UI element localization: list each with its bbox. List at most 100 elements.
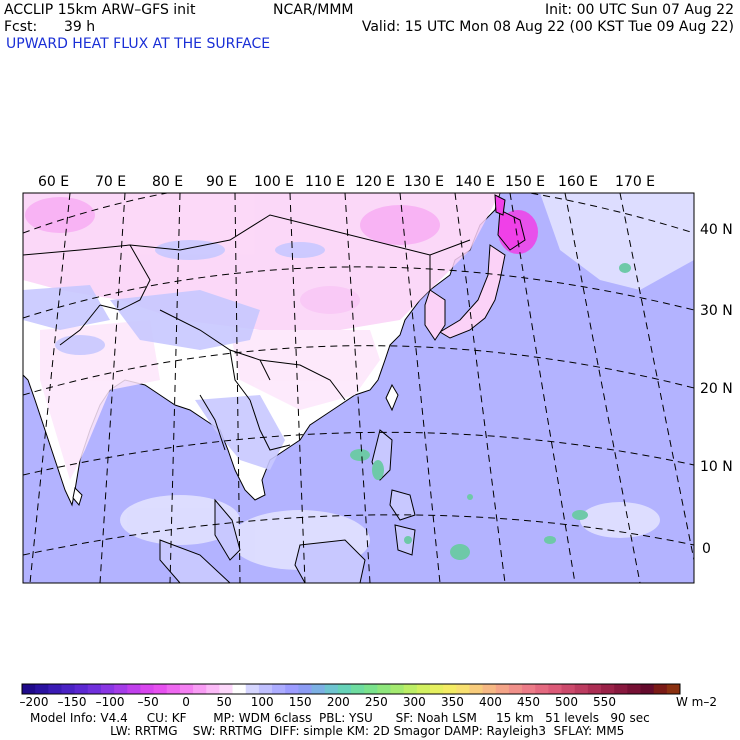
colorbar-swatch xyxy=(219,684,234,694)
valid-time: Valid: 15 UTC Mon 08 Aug 22 (00 KST Tue … xyxy=(361,19,734,35)
colorbar-swatch xyxy=(61,684,76,694)
colorbar-swatch xyxy=(614,684,628,694)
colorbar-tick-label: 500 xyxy=(555,695,578,709)
colorbar-swatch xyxy=(627,684,642,694)
colorbar-frame xyxy=(21,683,681,695)
land-malay xyxy=(214,498,241,561)
colorbar-swatch xyxy=(193,684,207,694)
colorbar-swatch xyxy=(166,684,181,694)
colorbar-tick-label: –200 xyxy=(20,695,49,709)
colorbar xyxy=(21,683,681,695)
colorbar-tick-label: 350 xyxy=(441,695,464,709)
colorbar-unit: W m–2 xyxy=(676,695,717,709)
lon-label: 90 E xyxy=(206,174,237,190)
colorbar-swatch xyxy=(324,684,339,694)
colorbar-swatch xyxy=(258,684,273,694)
colorbar-tick-label: 0 xyxy=(182,695,190,709)
land-magenta-china xyxy=(300,286,360,314)
colorbar-swatch xyxy=(272,684,286,694)
lon-label: 160 E xyxy=(558,174,598,190)
graticule xyxy=(23,193,694,583)
land-pink-india xyxy=(40,320,160,480)
colorbar-swatch xyxy=(153,684,168,694)
lon-label: 70 E xyxy=(95,174,126,190)
org-label: NCAR/MMM xyxy=(273,2,354,18)
lon-label: 170 E xyxy=(615,174,655,190)
land-magenta-west xyxy=(25,197,95,233)
colorbar-swatch xyxy=(535,684,549,694)
colorbar-swatch xyxy=(403,684,418,694)
lat-label: 0 xyxy=(702,541,711,557)
model-info-line2: LW: RRTMG SW: RRTMG DIFF: simple KM: 2D … xyxy=(30,724,625,738)
colorbar-swatch xyxy=(364,684,378,694)
colorbar-swatch xyxy=(351,684,365,694)
lat-label: 10 N xyxy=(700,459,733,475)
colorbar-swatch xyxy=(140,684,155,694)
land-pink-mid xyxy=(230,330,380,410)
colorbar-swatch xyxy=(443,684,457,694)
lat-labels: 40 N 30 N 20 N 10 N 0 xyxy=(700,222,733,557)
lon-label: 100 E xyxy=(254,174,294,190)
colorbar-swatch xyxy=(508,684,523,694)
colorbar-swatch xyxy=(337,684,352,694)
lon-label: 110 E xyxy=(305,174,345,190)
colorbar-tick-label: 250 xyxy=(365,695,388,709)
model-title: ACCLIP 15km ARW–GFS init xyxy=(4,2,196,18)
colorbar-swatch xyxy=(114,684,128,694)
colorbar-swatch xyxy=(127,684,141,694)
colorbar-tick-label: –50 xyxy=(137,695,158,709)
colorbar-tick-label: 550 xyxy=(593,695,616,709)
lon-label: 150 E xyxy=(505,174,545,190)
colorbar-swatch xyxy=(179,684,194,694)
land-taiwan xyxy=(385,383,399,412)
ocean-green-patches xyxy=(350,263,631,560)
land-hokkaido xyxy=(497,209,526,251)
colorbar-swatch xyxy=(456,684,470,694)
colorbar-swatch xyxy=(469,684,484,694)
colorbar-tick-label: 50 xyxy=(217,695,232,709)
lon-label: 130 E xyxy=(404,174,444,190)
lon-label: 140 E xyxy=(455,174,495,190)
lat-label: 40 N xyxy=(700,222,733,238)
init-time: Init: 00 UTC Sun 07 Aug 22 xyxy=(545,2,734,18)
model-info-line1: Model Info: V4.4 CU: KF MP: WDM 6class P… xyxy=(30,711,650,725)
colorbar-swatch xyxy=(574,684,589,694)
lon-labels: 60 E 70 E 80 E 90 E 100 E 110 E 120 E 13… xyxy=(38,174,655,190)
colorbar-labels: –200 –150 –100 –50 0 50 100 150 200 250 300 350 400 4… xyxy=(20,695,616,709)
lon-label: 60 E xyxy=(38,174,69,190)
colorbar-swatch xyxy=(311,684,326,694)
colorbar-swatch xyxy=(87,684,102,694)
colorbar-swatch xyxy=(587,684,602,694)
colorbar-swatch xyxy=(48,684,62,694)
land-borneo xyxy=(294,539,366,583)
map-frame xyxy=(22,192,695,584)
colorbar-swatch xyxy=(416,684,431,694)
colorbar-swatch xyxy=(245,684,260,694)
colorbar-tick-label: –150 xyxy=(58,695,87,709)
land-japan xyxy=(439,244,506,339)
land-sakhalin xyxy=(494,194,506,216)
colorbar-tick-label: 300 xyxy=(403,695,426,709)
colorbar-swatch xyxy=(548,684,563,694)
land-srilanka xyxy=(72,486,83,507)
colorbar-tick-label: 100 xyxy=(251,695,274,709)
colorbar-swatch xyxy=(640,684,655,694)
land-magenta-mongolia xyxy=(360,205,440,245)
colorbar-swatch xyxy=(377,684,391,694)
colorbar-swatch xyxy=(390,684,405,694)
colorbar-swatch xyxy=(429,684,444,694)
colorbar-swatch xyxy=(232,684,247,694)
forecast-hour: 39 h xyxy=(64,19,96,35)
forecast-label: Fcst: xyxy=(4,19,38,35)
map-panel xyxy=(23,193,694,583)
colorbar-swatch xyxy=(495,684,510,694)
colorbar-swatch xyxy=(100,684,115,694)
colorbar-tick-label: 200 xyxy=(327,695,350,709)
colorbar-swatch xyxy=(298,684,313,694)
colorbar-swatch xyxy=(35,684,49,694)
colorbar-tick-label: 400 xyxy=(479,695,502,709)
colorbar-swatch xyxy=(601,684,615,694)
colorbar-swatch xyxy=(74,684,89,694)
land-sumatra xyxy=(159,539,231,583)
